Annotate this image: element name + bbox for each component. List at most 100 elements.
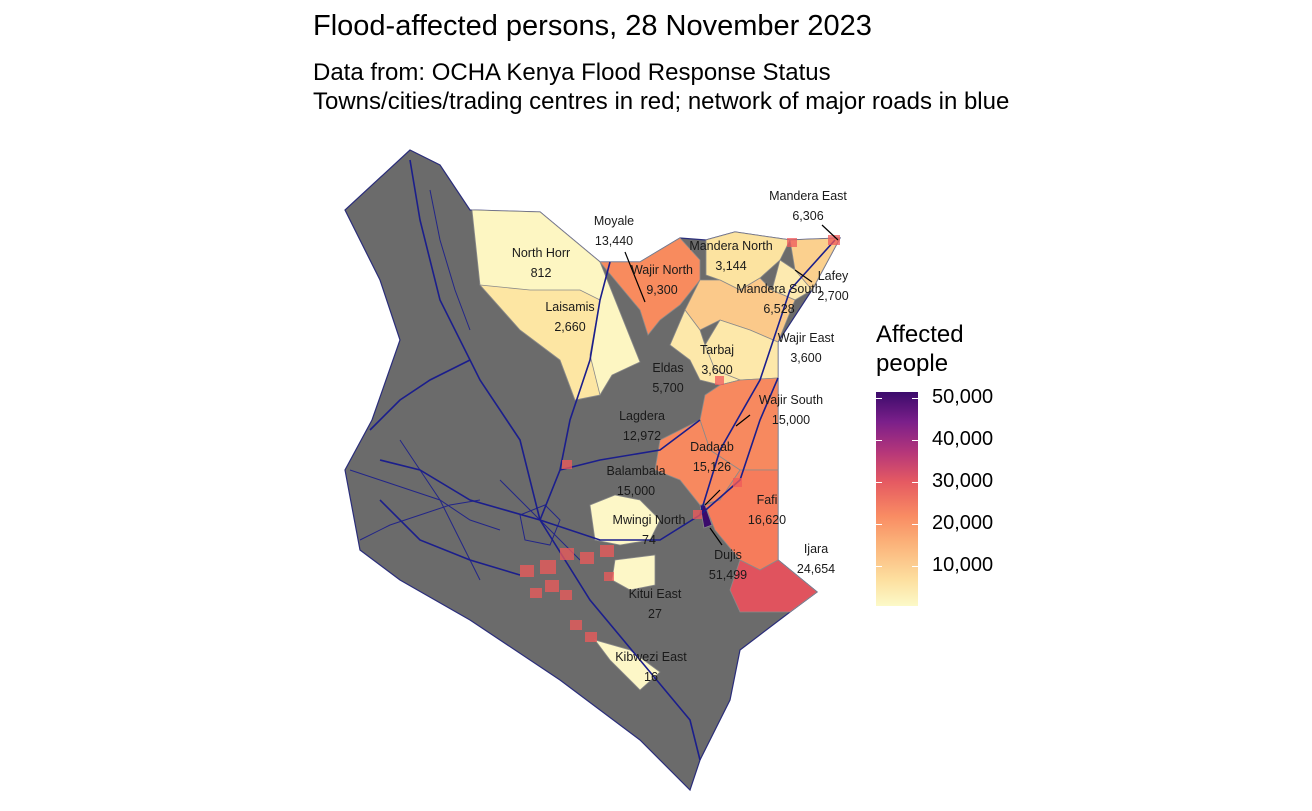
road-segment <box>429 189 471 331</box>
legend-title-line2: people <box>876 350 949 377</box>
town-marker <box>570 620 582 630</box>
subtitle-line-source: Data from: OCHA Kenya Flood Response Sta… <box>313 59 831 86</box>
map-title: Flood-affected persons, 28 November 2023 <box>313 10 872 42</box>
label-value: 13,440 <box>595 234 633 248</box>
legend-label-20000: 20,000 <box>932 512 994 534</box>
town-marker <box>828 235 840 245</box>
road-segment <box>539 261 611 521</box>
label-value: 24,654 <box>797 562 835 576</box>
road-segment <box>379 499 521 576</box>
label-value: 51,499 <box>709 568 747 582</box>
label-name: Lafey <box>818 269 849 283</box>
leader-line <box>709 527 723 546</box>
label-lagdera: Lagdera 12,972 <box>619 409 665 443</box>
legend-colorbar <box>876 392 918 606</box>
leader-lines <box>624 224 839 546</box>
road-segment <box>539 519 701 761</box>
town-marker <box>733 478 742 487</box>
town-marker <box>562 460 572 469</box>
map-subtitle: Data from: OCHA Kenya Flood Response Sta… <box>313 58 1009 116</box>
label-wajir-south: Wajir South 15,000 <box>759 393 823 427</box>
label-dujis: Dujis 51,499 <box>709 548 747 582</box>
town-marker <box>600 545 614 557</box>
town-marker <box>560 590 572 600</box>
town-marker <box>520 565 534 577</box>
town-marker <box>604 572 614 581</box>
label-eldas: Eldas 5,700 <box>652 361 683 395</box>
road-segment <box>349 469 501 531</box>
leader-line <box>624 251 646 303</box>
label-fafi: Fafi 16,620 <box>748 493 786 527</box>
label-mandera-east: Mandera East 6,306 <box>769 189 847 223</box>
road-network-dense <box>349 189 581 581</box>
leader-line <box>794 269 813 283</box>
label-name: Wajir East <box>778 331 835 345</box>
label-value: 15,000 <box>772 413 810 427</box>
label-name: Wajir North <box>631 263 693 277</box>
label-value: 5,700 <box>652 381 683 395</box>
label-name: Fafi <box>757 493 778 507</box>
label-kitui-east: Kitui East 27 <box>629 587 682 621</box>
label-value: 16,620 <box>748 513 786 527</box>
road-segment <box>519 504 561 546</box>
road-network <box>369 159 836 761</box>
legend-tick <box>876 440 882 441</box>
road-segment <box>499 479 581 561</box>
town-marker <box>693 510 702 519</box>
town-marker <box>787 238 797 247</box>
label-value: 2,700 <box>817 289 848 303</box>
label-balambala: Balambala 15,000 <box>606 464 665 498</box>
label-value: 6,306 <box>792 209 823 223</box>
label-wajir-east: Wajir East 3,600 <box>778 331 835 365</box>
label-name: Mandera East <box>769 189 847 203</box>
legend-title: Affected people <box>876 320 964 378</box>
town-marker <box>580 552 594 564</box>
road-segment <box>409 159 541 521</box>
legend-tick <box>876 524 882 525</box>
label-name: Dadaab <box>690 440 734 454</box>
label-value: 6,528 <box>763 302 794 316</box>
town-marker <box>715 376 724 385</box>
label-value: 27 <box>648 607 662 621</box>
legend-ticks <box>876 392 918 606</box>
town-marker <box>585 632 597 642</box>
label-value: 2,660 <box>554 320 585 334</box>
legend-tick <box>876 482 882 483</box>
label-name: Tarbaj <box>700 343 734 357</box>
road-segment <box>369 359 471 431</box>
town-marker <box>530 588 542 598</box>
label-name: Balambala <box>606 464 665 478</box>
legend-title-line1: Affected <box>876 321 964 348</box>
label-value: 74 <box>642 533 656 547</box>
label-name: Laisamis <box>545 300 594 314</box>
legend-label-50000: 50,000 <box>932 386 994 408</box>
label-value: 3,600 <box>701 363 732 377</box>
label-wajir-north: Wajir North 9,300 <box>631 263 693 297</box>
label-name: Eldas <box>652 361 683 375</box>
town-marker <box>560 548 574 560</box>
legend-tick <box>912 566 918 567</box>
label-value: 9,300 <box>646 283 677 297</box>
legend-label-40000: 40,000 <box>932 428 994 450</box>
road-segment <box>359 499 481 541</box>
legend-tick <box>876 398 882 399</box>
leader-line <box>821 224 839 241</box>
label-moyale: Moyale 13,440 <box>594 214 634 248</box>
affected-areas <box>471 209 841 691</box>
label-name: Mwingi North <box>613 513 686 527</box>
label-value: 812 <box>531 266 552 280</box>
subtitle-line-legend-note: Towns/cities/trading centres in red; net… <box>313 88 1010 115</box>
label-name: Kibwezi East <box>615 650 687 664</box>
legend-tick <box>876 566 882 567</box>
label-name: Moyale <box>594 214 634 228</box>
leader-line <box>704 489 721 506</box>
town-markers <box>520 235 840 642</box>
area-lafey <box>771 259 813 301</box>
label-mandera-south: Mandera South 6,528 <box>736 282 822 316</box>
label-laisamis: Laisamis 2,660 <box>545 300 594 334</box>
label-mandera-north: Mandera North 3,144 <box>689 239 772 273</box>
area-laisamis <box>479 284 601 401</box>
area-ijara <box>729 559 818 613</box>
label-name: Lagdera <box>619 409 665 423</box>
